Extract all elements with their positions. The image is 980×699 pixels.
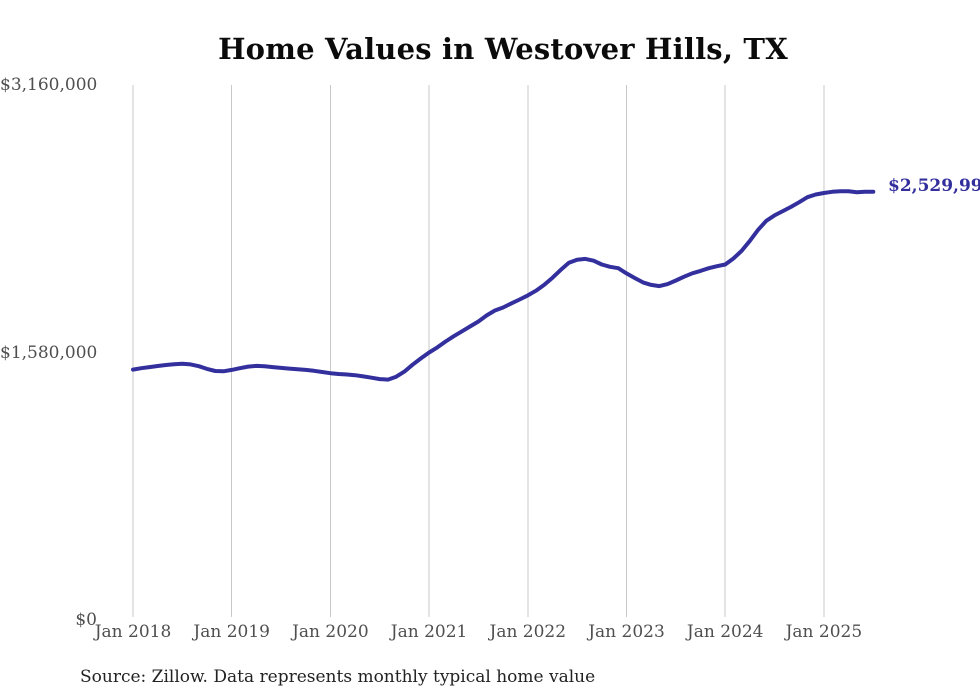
x-axis-tick-label: Jan 2019 [193, 622, 270, 642]
x-axis-tick-label: Jan 2020 [292, 622, 369, 642]
x-axis-tick-label: Jan 2024 [686, 622, 764, 642]
vertical-gridlines [132, 85, 825, 617]
home-value-line [131, 189, 876, 382]
source-note: Source: Zillow. Data represents monthly … [80, 667, 596, 687]
y-axis-tick-label: $1,580,000 [0, 342, 98, 363]
x-axis-tick-label: Jan 2023 [588, 622, 665, 642]
x-axis-tick-label: Jan 2021 [390, 622, 468, 642]
y-axis-tick-label: $0 [75, 610, 97, 630]
x-axis-tick-label: Jan 2022 [489, 622, 567, 642]
latest-value-label: $2,529,997 [888, 175, 980, 196]
x-axis-tick-label: Jan 2018 [94, 622, 172, 642]
y-axis-tick-label: $3,160,000 [0, 75, 98, 95]
x-axis-tick-label: Jan 2025 [785, 622, 863, 642]
chart-title: Home Values in Westover Hills, TX [218, 32, 788, 66]
